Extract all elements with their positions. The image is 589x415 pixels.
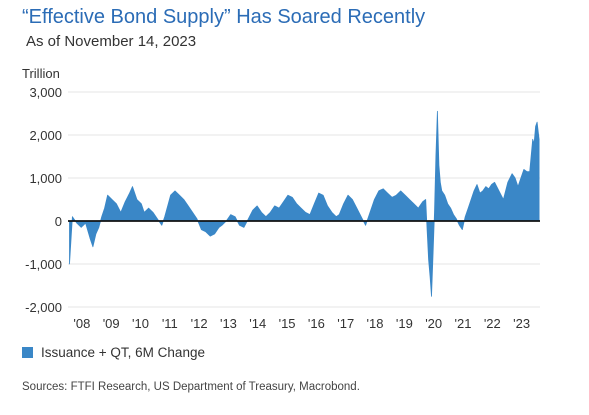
x-tick-label: '08 — [73, 316, 90, 331]
series-area-issuance-qt — [69, 110, 540, 297]
chart-subtitle: As of November 14, 2023 — [26, 33, 197, 50]
y-tick-label: -1,000 — [25, 257, 62, 272]
x-tick-label: '18 — [367, 316, 384, 331]
x-tick-labels: '08 '09 '10 '11 '12 '13 '14 '15 '16 '17 '18 '19 '20 '… — [73, 316, 530, 331]
gridlines — [68, 91, 540, 308]
y-tick-label: -2,000 — [25, 300, 62, 315]
legend-swatch — [22, 347, 33, 358]
x-tick-label: '23 — [513, 316, 530, 331]
y-tick-labels: -2,000 -1,000 0 1,000 2,000 3,000 — [25, 85, 62, 315]
x-tick-label: '19 — [396, 316, 413, 331]
legend: Issuance + QT, 6M Change — [22, 345, 205, 360]
x-tick-label: '14 — [249, 316, 266, 331]
y-tick-label: 3,000 — [29, 85, 62, 100]
y-tick-label: 1,000 — [29, 171, 62, 186]
x-tick-label: '13 — [220, 316, 237, 331]
y-axis-label: Trillion — [22, 66, 60, 81]
x-tick-label: '22 — [484, 316, 501, 331]
x-tick-label: '16 — [308, 316, 325, 331]
chart-title: “Effective Bond Supply” Has Soared Recen… — [22, 6, 426, 28]
x-tick-label: '11 — [162, 316, 178, 331]
y-tick-label: 0 — [55, 214, 62, 229]
source-note: Sources: FTFI Research, US Department of… — [22, 381, 360, 393]
x-tick-label: '15 — [279, 316, 296, 331]
x-tick-label: '09 — [103, 316, 120, 331]
x-tick-label: '21 — [455, 316, 472, 331]
bond-supply-chart: Trillion -2,000 -1,000 0 1,000 2,000 3,000 '0… — [22, 66, 540, 331]
x-tick-label: '17 — [337, 316, 354, 331]
x-tick-label: '12 — [191, 316, 208, 331]
x-tick-label: '10 — [132, 316, 149, 331]
y-tick-label: 2,000 — [29, 128, 62, 143]
legend-label: Issuance + QT, 6M Change — [41, 345, 205, 360]
x-tick-label: '20 — [425, 316, 442, 331]
